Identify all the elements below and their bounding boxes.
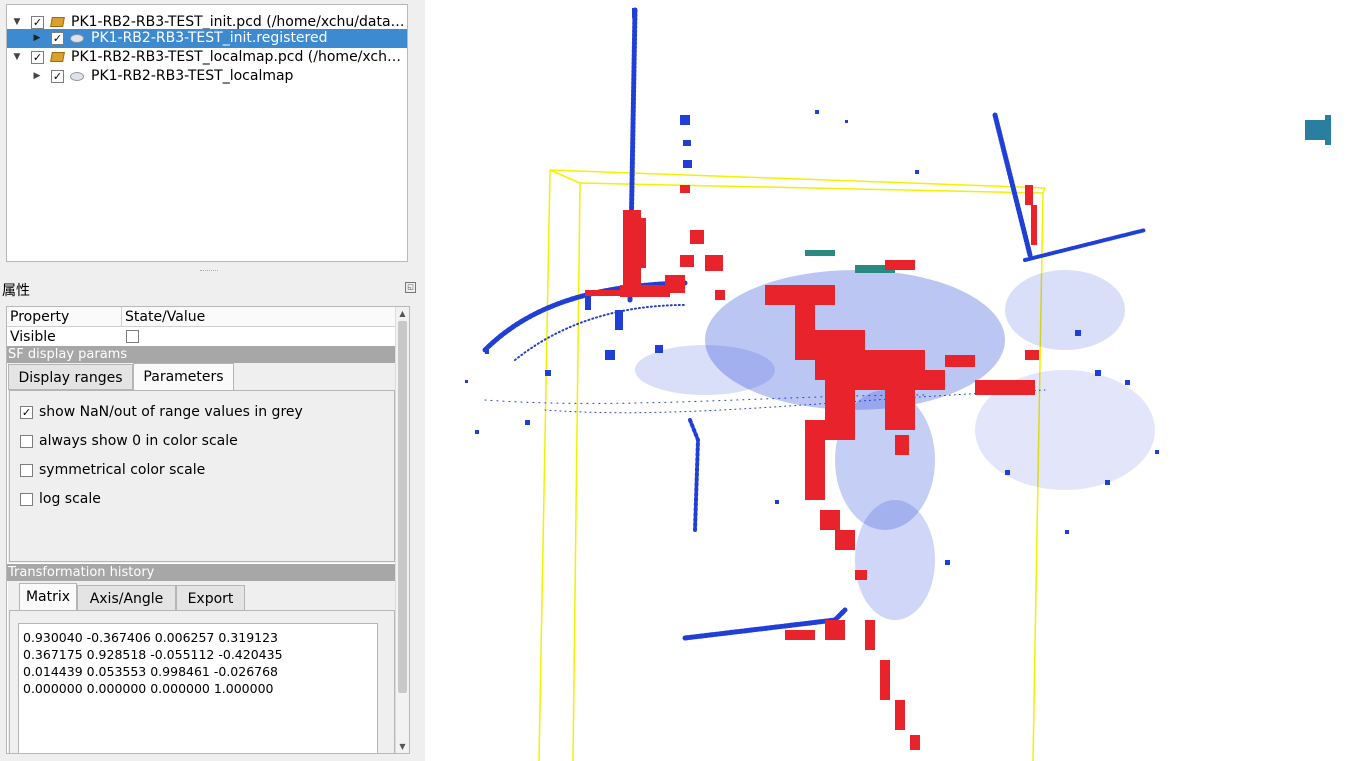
tab-axis-angle[interactable]: Axis/Angle xyxy=(77,585,176,611)
scroll-down-icon[interactable]: ▼ xyxy=(399,742,406,751)
property-column-header[interactable]: Property xyxy=(7,307,122,327)
expand-arrow-icon[interactable]: ▼ xyxy=(13,52,21,62)
option-label: log scale xyxy=(39,491,101,507)
bounding-box xyxy=(538,169,1046,761)
point-cloud-red xyxy=(585,185,1039,750)
sf-display-section: SF display params xyxy=(7,346,396,363)
matrix-row: 0.000000 0.000000 0.000000 1.000000 xyxy=(23,681,274,696)
properties-scrollbar[interactable]: ▲ ▼ xyxy=(395,307,409,753)
properties-title: 属性 xyxy=(2,283,30,299)
scroll-up-icon[interactable]: ▲ xyxy=(399,309,406,318)
tab-export[interactable]: Export xyxy=(176,585,245,611)
option-label: symmetrical color scale xyxy=(39,462,206,478)
option-checkbox[interactable]: ✓ xyxy=(20,406,33,419)
matrix-pane: 0.930040 -0.367406 0.006257 0.319123 0.3… xyxy=(9,610,395,753)
folder-icon xyxy=(50,52,65,62)
visible-label: Visible xyxy=(10,329,56,345)
tree-item-init-registered[interactable]: ▶ ✓ PK1-RB2-RB3-TEST_init.registered xyxy=(7,29,407,48)
option-label: always show 0 in color scale xyxy=(39,433,238,449)
tab-matrix[interactable]: Matrix xyxy=(19,583,77,611)
matrix-row: 0.014439 0.053553 0.998461 -0.026768 xyxy=(23,664,279,679)
cloud-icon xyxy=(70,34,84,43)
matrix-row: 0.930040 -0.367406 0.006257 0.319123 xyxy=(23,630,279,645)
tree-checkbox[interactable]: ✓ xyxy=(51,32,64,45)
collapse-arrow-icon[interactable]: ▶ xyxy=(33,33,41,43)
matrix-text-area[interactable]: 0.930040 -0.367406 0.006257 0.319123 0.3… xyxy=(18,623,378,753)
collapse-arrow-icon[interactable]: ▶ xyxy=(33,71,41,81)
option-checkbox[interactable] xyxy=(20,493,33,506)
transformation-history-section: Transformation history xyxy=(7,564,396,581)
option-label: show NaN/out of range values in grey xyxy=(39,404,303,420)
float-panel-icon[interactable]: ◱ xyxy=(405,282,416,293)
option-checkbox[interactable] xyxy=(20,435,33,448)
splitter-handle[interactable] xyxy=(200,270,218,274)
3d-viewport[interactable] xyxy=(425,0,1360,761)
expand-arrow-icon[interactable]: ▼ xyxy=(13,17,21,27)
sf-params-panel: Display ranges Parameters ✓ show NaN/out… xyxy=(8,363,395,563)
tab-parameters[interactable]: Parameters xyxy=(133,363,234,391)
tree-checkbox[interactable]: ✓ xyxy=(31,16,44,29)
point-cloud-canvas[interactable] xyxy=(425,0,1360,761)
db-tree[interactable]: ▼ ✓ PK1-RB2-RB3-TEST_init.pcd (/home/xch… xyxy=(6,4,408,262)
visible-checkbox[interactable] xyxy=(126,330,139,343)
properties-panel: Property State/Value Visible SF display … xyxy=(6,306,410,754)
parameters-pane: ✓ show NaN/out of range values in grey a… xyxy=(9,390,395,562)
scrollbar-thumb[interactable] xyxy=(398,321,407,693)
tree-item-localmap-pcd[interactable]: ▼ ✓ PK1-RB2-RB3-TEST_localmap.pcd (/home… xyxy=(7,48,407,67)
tab-display-ranges[interactable]: Display ranges xyxy=(8,364,133,390)
tree-checkbox[interactable]: ✓ xyxy=(31,51,44,64)
tree-checkbox[interactable]: ✓ xyxy=(51,70,64,83)
tree-item-label: PK1-RB2-RB3-TEST_localmap.pcd (/home/xch… xyxy=(71,49,407,65)
tree-item-label: PK1-RB2-RB3-TEST_init.registered xyxy=(91,30,328,46)
tree-item-init-pcd[interactable]: ▼ ✓ PK1-RB2-RB3-TEST_init.pcd (/home/xch… xyxy=(7,13,407,32)
left-panel: ▼ ✓ PK1-RB2-RB3-TEST_init.pcd (/home/xch… xyxy=(0,0,425,761)
value-column-header[interactable]: State/Value xyxy=(122,307,396,327)
transformation-panel: Matrix Axis/Angle Export 0.930040 -0.367… xyxy=(8,581,395,753)
option-checkbox[interactable] xyxy=(20,464,33,477)
matrix-row: 0.367175 0.928518 -0.055112 -0.420435 xyxy=(23,647,283,662)
cloud-icon xyxy=(70,72,84,81)
tree-item-localmap[interactable]: ▶ ✓ PK1-RB2-RB3-TEST_localmap xyxy=(7,67,407,86)
folder-icon xyxy=(50,17,65,27)
tree-item-label: PK1-RB2-RB3-TEST_localmap xyxy=(91,68,294,84)
